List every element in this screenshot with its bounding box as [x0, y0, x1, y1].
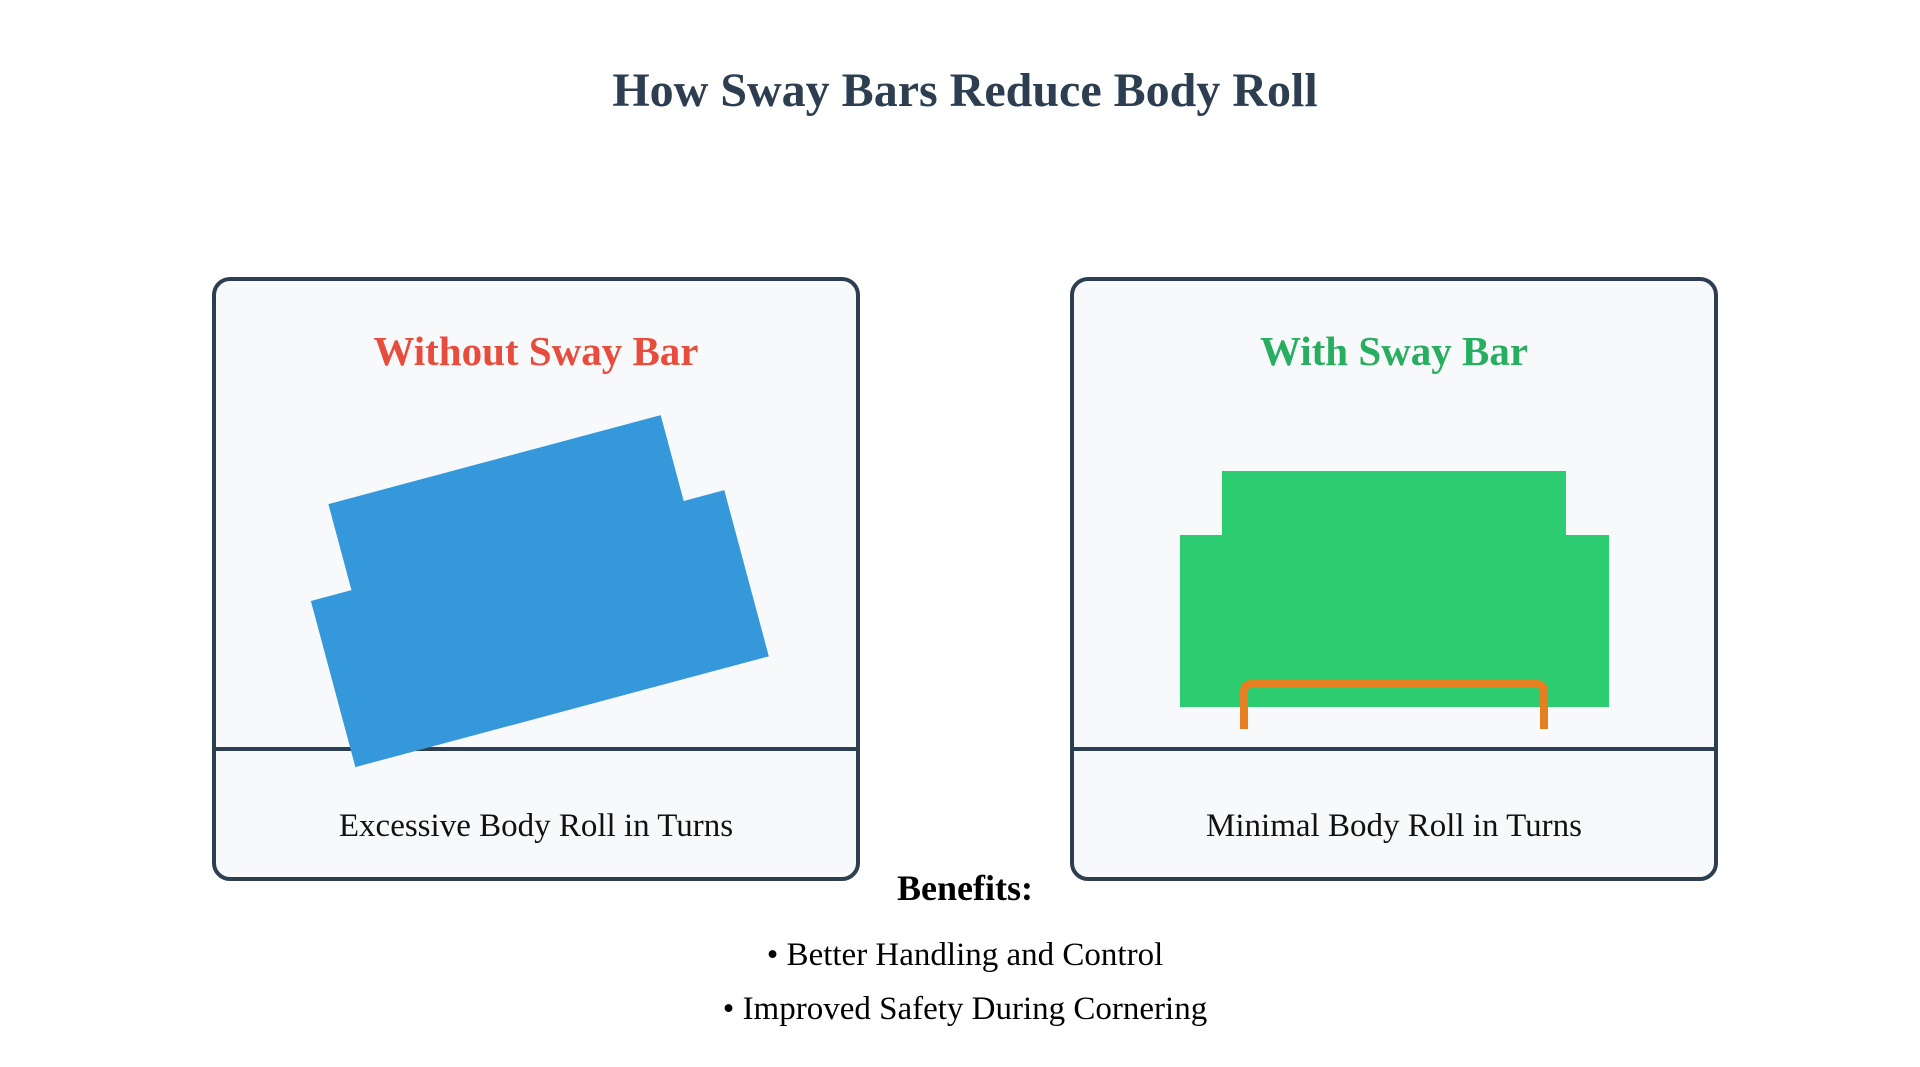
panel-title-without: Without Sway Bar: [373, 328, 698, 374]
panel-title-with: With Sway Bar: [1260, 328, 1528, 374]
benefit-item: • Better Handling and Control: [767, 937, 1163, 973]
caption-without: Excessive Body Roll in Turns: [339, 808, 733, 844]
panel-with-sway-bar: With Sway Bar Minimal Body Roll in Turns: [1070, 277, 1718, 881]
page-title: How Sway Bars Reduce Body Roll: [612, 64, 1317, 117]
car-body-level-icon: [1180, 471, 1609, 707]
caption-with: Minimal Body Roll in Turns: [1206, 808, 1582, 844]
benefits-section: Benefits: • Better Handling and Control …: [723, 868, 1207, 1027]
benefit-item: • Improved Safety During Cornering: [723, 991, 1207, 1027]
car-body-tilted-icon: [310, 415, 769, 768]
panel-without-sway-bar: Without Sway Bar Excessive Body Roll in …: [212, 277, 860, 881]
sway-bar-icon: [1240, 680, 1548, 729]
benefits-heading: Benefits:: [897, 868, 1033, 908]
